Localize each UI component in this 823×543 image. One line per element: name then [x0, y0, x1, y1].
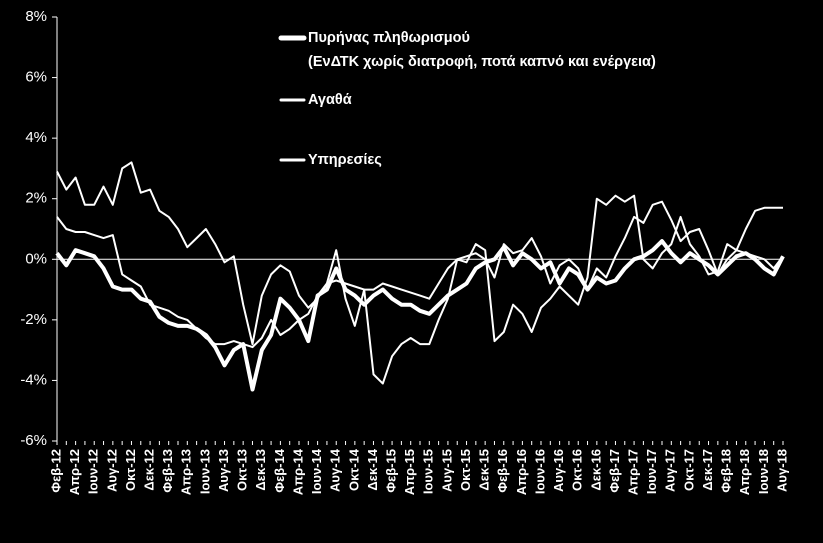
x-tick-label: Δεκ-17 — [700, 449, 715, 491]
legend-label: Πυρήνας πληθωρισμού — [308, 30, 470, 46]
x-tick-label: Αυγ-14 — [328, 448, 343, 492]
legend-label: Αγαθά — [308, 92, 352, 108]
x-tick-label: Δεκ-13 — [253, 449, 268, 491]
x-tick-label: Ιουν-18 — [756, 449, 771, 494]
y-tick-label: 8% — [25, 8, 47, 25]
y-tick-label: -2% — [20, 311, 47, 328]
x-tick-label: Απρ-13 — [179, 449, 194, 495]
y-tick-label: -4% — [20, 371, 47, 388]
series-line — [55, 239, 785, 392]
y-tick-label: 2% — [25, 190, 47, 207]
x-tick-label: Οκτ-14 — [346, 448, 361, 491]
x-tick-label: Απρ-12 — [67, 449, 82, 495]
x-tick-label: Αυγ-17 — [663, 449, 678, 492]
x-tick-label: Δεκ-15 — [477, 449, 492, 491]
x-tick-label: Φεβ-13 — [160, 449, 175, 493]
y-tick-label: 0% — [25, 250, 47, 267]
x-tick-label: Απρ-14 — [290, 448, 305, 495]
x-tick-label: Αυγ-13 — [216, 449, 231, 492]
legend-label: Υπηρεσίες — [308, 152, 382, 168]
series-line — [56, 161, 783, 385]
legend-note: (ΕνΔΤΚ χωρίς διατροφή, ποτά καπνό και εν… — [308, 54, 656, 70]
x-tick-label: Οκτ-13 — [235, 449, 250, 491]
x-tick-label: Ιουν-12 — [86, 449, 101, 494]
y-tick-label: 6% — [25, 69, 47, 86]
x-tick-label: Φεβ-12 — [48, 449, 63, 493]
x-tick-label: Ιουν-14 — [309, 448, 324, 494]
x-tick-label: Φεβ-18 — [719, 449, 734, 493]
x-tick-label: Δεκ-16 — [588, 449, 603, 491]
x-tick-label: Φεβ-15 — [384, 449, 399, 493]
x-tick-label: Δεκ-14 — [365, 448, 380, 490]
series-line — [56, 200, 784, 349]
x-tick-label: Αυγ-16 — [551, 449, 566, 492]
x-tick-label: Οκτ-16 — [570, 449, 585, 491]
x-tick-label: Οκτ-12 — [123, 449, 138, 491]
x-tick-label: Αυγ-15 — [439, 449, 454, 492]
x-tick-label: Φεβ-14 — [272, 448, 287, 492]
x-tick-label: Απρ-16 — [514, 449, 529, 495]
x-tick-label: Απρ-15 — [402, 449, 417, 495]
y-tick-label: 4% — [25, 129, 47, 146]
x-tick-label: Απρ-18 — [737, 449, 752, 495]
x-tick-label: Ιουν-17 — [644, 449, 659, 494]
x-tick-label: Αυγ-12 — [104, 449, 119, 492]
x-tick-label: Δεκ-12 — [142, 449, 157, 491]
x-tick-label: Ιουν-16 — [532, 449, 547, 494]
x-tick-label: Φεβ-17 — [607, 449, 622, 493]
x-tick-label: Οκτ-15 — [458, 449, 473, 491]
x-tick-label: Αυγ-18 — [774, 449, 789, 492]
x-tick-label: Ιουν-13 — [197, 449, 212, 494]
x-tick-label: Απρ-17 — [626, 449, 641, 495]
y-tick-label: -6% — [20, 432, 47, 449]
x-tick-label: Ιουν-15 — [421, 449, 436, 494]
x-tick-label: Φεβ-16 — [495, 449, 510, 493]
x-tick-label: Οκτ-17 — [681, 449, 696, 491]
